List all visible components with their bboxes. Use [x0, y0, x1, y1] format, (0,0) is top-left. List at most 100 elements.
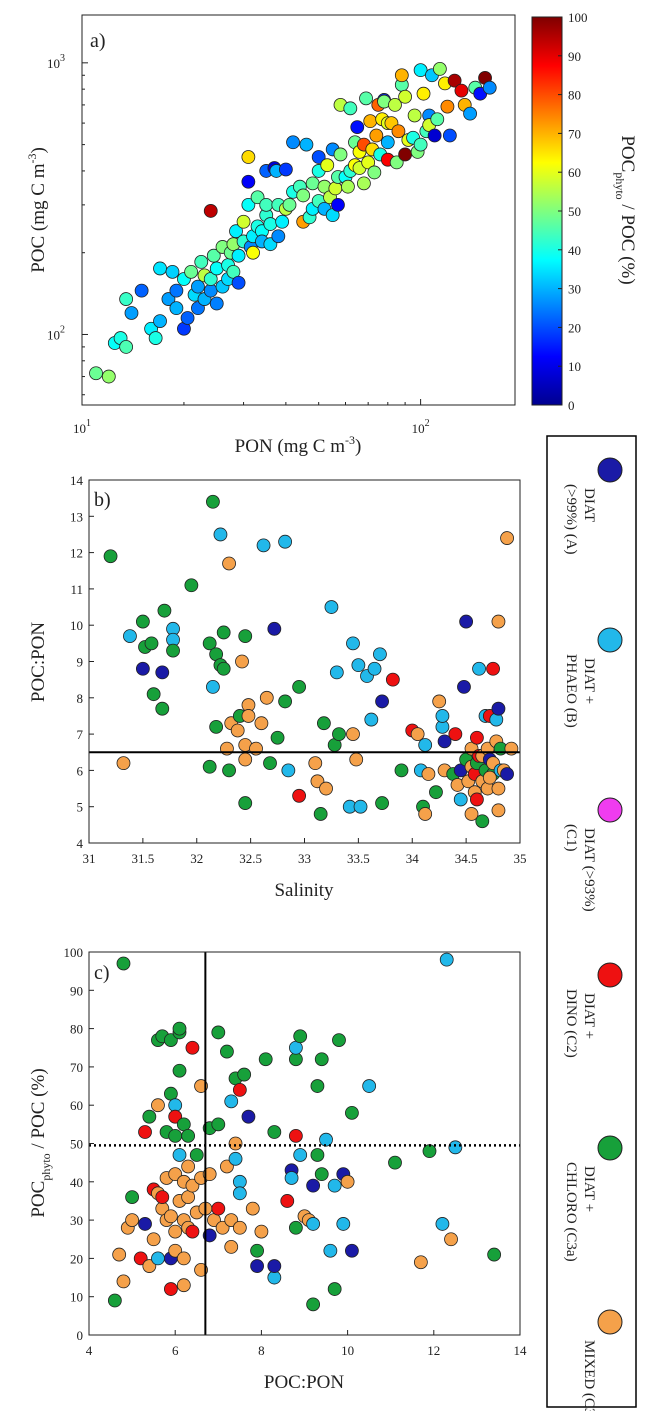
x-tick-label: 6: [172, 1343, 179, 1358]
scatter-point: [138, 1217, 152, 1231]
colorbar-tick-label: 0: [568, 398, 575, 413]
scatter-point: [169, 283, 184, 298]
y-tick-label: 14: [70, 473, 84, 488]
scatter-point: [310, 1079, 325, 1093]
y-tick-label: 40: [70, 1175, 83, 1190]
scatter-point: [202, 1228, 217, 1243]
scatter-point: [463, 106, 477, 121]
scatter-point: [500, 531, 514, 545]
scatter-point: [375, 694, 389, 709]
scatter-point: [241, 1109, 256, 1124]
scatter-point: [353, 799, 368, 814]
scatter-point: [311, 150, 326, 164]
scatter-point: [454, 83, 469, 98]
legend-marker-diat-dino-c2: [597, 962, 623, 988]
scatter-point: [375, 796, 389, 810]
scatter-point: [482, 80, 497, 95]
scatter-point: [134, 283, 149, 298]
y-tick-label: 13: [70, 509, 83, 524]
panel-b-y-axis-label: POC:PON: [28, 622, 49, 703]
scatter-point: [429, 785, 443, 800]
x-tick-label: 102: [412, 418, 430, 436]
colorbar-tick-label: 60: [568, 165, 581, 180]
scatter-point: [172, 1021, 187, 1036]
scatter-point: [168, 1098, 183, 1113]
scatter-point: [292, 680, 307, 694]
scatter-point: [89, 366, 103, 381]
scatter-point: [138, 1125, 152, 1139]
y-tick-label: 102: [47, 324, 65, 342]
scatter-point: [427, 128, 442, 143]
scatter-point: [232, 1082, 247, 1097]
x-tick-label: 33.5: [347, 851, 370, 866]
y-tick-label: 70: [70, 1060, 83, 1075]
scatter-point: [389, 155, 404, 170]
scatter-point: [413, 63, 428, 78]
scatter-point: [267, 1259, 282, 1273]
x-tick-label: 34.5: [455, 851, 478, 866]
scatter-point: [500, 767, 514, 781]
scatter-point: [288, 1052, 303, 1067]
colorbar-tick-label: 10: [568, 359, 581, 374]
scatter-point: [206, 494, 220, 509]
scatter-point: [324, 600, 339, 614]
scatter-point: [413, 137, 428, 152]
x-tick-label: 4: [86, 1343, 93, 1358]
scatter-point: [238, 796, 253, 810]
scatter-point: [306, 1178, 321, 1193]
scatter-point: [176, 1278, 191, 1293]
scatter-point: [191, 279, 205, 294]
scatter-point: [292, 788, 307, 803]
scatter-point: [176, 1251, 191, 1266]
scatter-point: [256, 538, 271, 553]
scatter-point: [263, 217, 278, 231]
scatter-point: [166, 643, 180, 658]
x-tick-label: 31.5: [132, 851, 155, 866]
scatter-point: [278, 534, 293, 549]
scatter-point: [346, 636, 360, 651]
scatter-point: [444, 1232, 458, 1247]
scatter-point: [224, 1094, 239, 1109]
scatter-point: [271, 229, 286, 244]
scatter-point: [172, 1148, 187, 1162]
scatter-point: [362, 1079, 377, 1093]
scatter-point: [168, 1128, 183, 1143]
y-tick-label: 20: [70, 1251, 83, 1266]
scatter-point: [373, 647, 387, 662]
scatter-point: [418, 738, 433, 752]
scatter-point: [163, 1282, 178, 1296]
scatter-point: [398, 147, 413, 162]
scatter-point: [305, 176, 320, 191]
colorbar-tick-label: 40: [568, 243, 581, 258]
scatter-point: [319, 1132, 333, 1147]
scatter-point: [388, 1155, 402, 1170]
legend-item-diat-dino-c2: DIAT + DINO (C2): [563, 962, 623, 1058]
scatter-point: [185, 1224, 200, 1239]
legend-label-diat-a-line1: DIAT: [581, 488, 597, 522]
scatter-point: [216, 661, 231, 676]
scatter-point: [142, 1259, 157, 1273]
scatter-point: [329, 665, 344, 680]
panel-c-label: c): [94, 962, 110, 984]
legend-item-diat-chloro-c3a: DIAT + CHLORO (C3a): [563, 1135, 623, 1262]
colorbar: 0 10 20 30 40 50 60 70 80 90 100 POCphyto / POC (%…: [531, 10, 638, 413]
x-tick-label: 12: [427, 1343, 440, 1358]
scatter-point: [163, 1033, 178, 1047]
scatter-point: [410, 727, 425, 741]
scatter-point: [319, 781, 333, 796]
x-tick-label: 34: [406, 851, 420, 866]
y-tick-label: 50: [70, 1137, 83, 1152]
scatter-point: [385, 672, 400, 687]
scatter-point: [407, 108, 422, 123]
colorbar-tick-label: 80: [568, 88, 581, 103]
panel-a-label: a): [90, 30, 106, 52]
scatter-point: [235, 654, 249, 669]
legend-label-mixed-c3b-line1: MIXED (C3b): [581, 1340, 597, 1411]
scatter-point: [119, 292, 134, 306]
scatter-point: [340, 1174, 355, 1189]
scatter-point: [231, 275, 246, 290]
colorbar-tick-label: 50: [568, 204, 581, 219]
scatter-point: [306, 1217, 321, 1231]
y-tick-label: 4: [77, 836, 84, 851]
scatter-point: [332, 1033, 346, 1047]
